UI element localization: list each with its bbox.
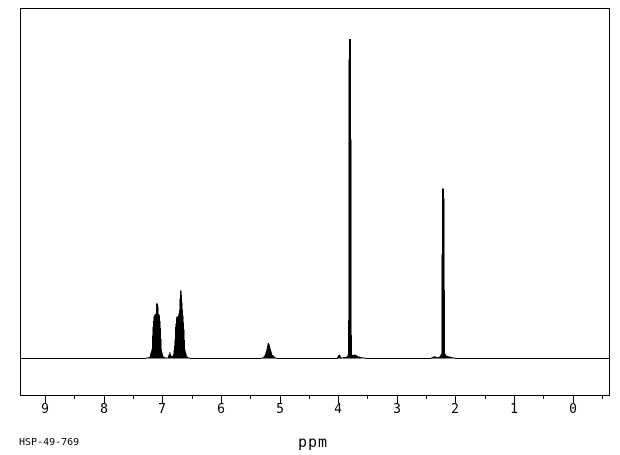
x-axis-major-tick bbox=[280, 395, 281, 403]
x-axis-major-tick bbox=[221, 395, 222, 403]
sample-id-label: HSP-49-769 bbox=[19, 437, 80, 448]
spectrum-plot-area bbox=[20, 8, 610, 396]
x-axis-major-tick bbox=[573, 395, 574, 403]
x-axis-major-tick bbox=[104, 395, 105, 403]
x-axis-tick-label: 0 bbox=[569, 402, 577, 417]
x-axis-major-tick bbox=[514, 395, 515, 403]
x-axis-major-tick bbox=[45, 395, 46, 403]
x-axis-tick-label: 2 bbox=[451, 402, 459, 417]
x-axis-major-tick bbox=[455, 395, 456, 403]
x-axis-tick-label: 6 bbox=[217, 402, 225, 417]
x-axis-tick-label: 1 bbox=[510, 402, 518, 417]
spectrum-trace bbox=[21, 39, 609, 359]
x-axis-tick-label: 7 bbox=[158, 402, 166, 417]
x-axis-tick-label: 4 bbox=[334, 402, 342, 417]
x-axis-major-tick bbox=[162, 395, 163, 403]
x-axis-label: ppm bbox=[297, 433, 329, 451]
spectrum-trace-path bbox=[21, 39, 609, 359]
x-axis-tick-label: 5 bbox=[276, 402, 284, 417]
x-axis-major-tick bbox=[338, 395, 339, 403]
x-axis-tick-label: 8 bbox=[100, 402, 108, 417]
x-axis-major-tick bbox=[397, 395, 398, 403]
x-axis-tick-label: 3 bbox=[393, 402, 401, 417]
x-axis-tick-label: 9 bbox=[41, 402, 49, 417]
